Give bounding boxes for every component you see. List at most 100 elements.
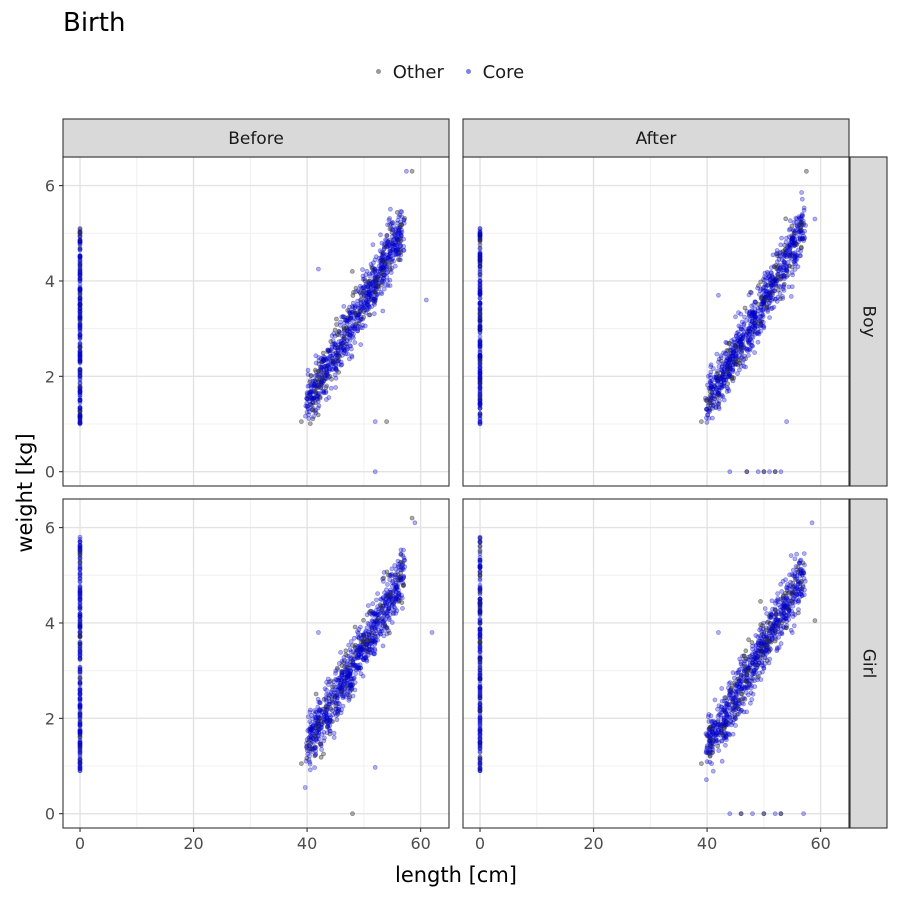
point-core [315,266,321,272]
point-core [335,677,341,683]
point-other [323,384,329,390]
point-other [317,395,323,401]
point-other [308,373,314,379]
point-core [370,268,376,273]
point-core [344,341,350,347]
point-core [783,239,789,245]
point-other [372,279,378,285]
point-core [77,711,83,717]
point-core [324,369,330,375]
point-core [358,297,364,303]
point-core [324,356,330,362]
point-other [384,233,390,239]
y-tick-label: 2 [45,709,55,728]
point-core [323,375,328,381]
point-other [767,620,773,626]
point-core [344,327,350,333]
point-core [77,625,83,630]
point-other [761,469,767,475]
point-core [370,265,376,271]
point-other [344,317,350,323]
point-core [316,371,322,377]
point-other [340,345,346,351]
point-core [796,229,802,235]
point-other [387,226,393,232]
point-core [348,315,354,321]
point-core [397,257,403,263]
point-core [381,570,387,575]
point-core [360,290,366,296]
chart-title: Birth [63,8,126,38]
point-core [378,265,384,271]
point-core [307,391,313,397]
point-core [378,265,384,271]
point-core [397,257,402,263]
point-core [730,696,736,702]
point-core [380,275,386,281]
point-core [801,811,806,817]
point-core [357,318,363,324]
point-core [369,264,375,270]
point-core [738,707,744,713]
point-other [320,350,326,356]
point-core [380,250,386,256]
point-core [77,657,83,662]
point-core [371,275,377,281]
point-core [312,378,318,383]
point-core [785,582,790,587]
point-other [329,358,334,364]
point-core [477,750,483,755]
point-core [746,352,751,358]
point-other [312,389,318,394]
point-other [350,811,355,817]
point-core [396,234,402,240]
point-core [354,322,360,328]
point-other [351,289,356,295]
point-core [361,300,367,306]
point-other [307,389,313,395]
point-core [398,552,404,557]
point-core [384,240,390,246]
point-core [361,292,367,298]
point-core [77,226,83,231]
point-core [346,356,352,362]
point-core [77,750,83,755]
point-other [764,297,770,303]
point-core [364,301,370,307]
point-core [338,362,344,368]
point-core [349,353,355,359]
point-core [77,341,83,347]
point-other [355,313,361,319]
point-core [343,351,349,357]
point-core [373,597,379,603]
point-core [724,389,730,394]
point-core [316,358,322,363]
point-core [346,696,352,701]
point-other [314,372,320,378]
y-tick-label: 0 [45,463,55,482]
point-core [313,395,319,401]
point-core [771,621,777,626]
point-core [314,384,320,390]
point-core [311,382,317,388]
point-core [355,298,361,304]
point-core [367,641,373,646]
point-core [388,243,394,249]
point-core [379,260,385,266]
point-core [388,253,394,259]
point-core [773,600,778,606]
point-core [376,280,382,286]
point-other [398,570,404,576]
point-core [352,680,358,685]
point-core [367,304,372,310]
point-core [367,280,373,286]
point-core [795,598,801,604]
point-core [341,303,347,309]
point-core [387,251,393,257]
point-core [308,389,314,395]
point-other [332,327,338,333]
point-core [347,671,353,677]
point-core [306,757,312,763]
point-core [727,469,733,475]
point-core [742,661,747,667]
